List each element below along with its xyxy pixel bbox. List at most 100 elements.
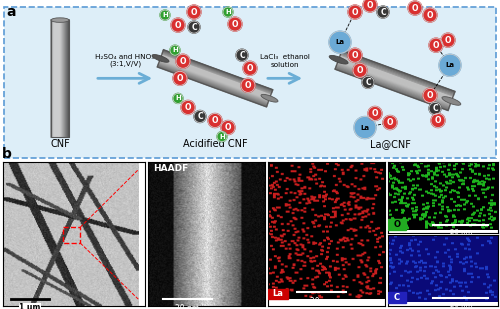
Text: 20 nm: 20 nm bbox=[175, 304, 200, 309]
Circle shape bbox=[217, 132, 227, 142]
Circle shape bbox=[194, 110, 206, 122]
Text: La: La bbox=[336, 39, 344, 45]
Ellipse shape bbox=[152, 54, 169, 62]
Circle shape bbox=[241, 78, 255, 92]
Text: O: O bbox=[180, 57, 186, 66]
Circle shape bbox=[188, 21, 200, 33]
Text: C: C bbox=[197, 112, 203, 121]
Circle shape bbox=[423, 8, 437, 22]
Text: O: O bbox=[177, 74, 183, 83]
Text: O: O bbox=[225, 123, 231, 132]
Circle shape bbox=[383, 116, 397, 129]
Text: C: C bbox=[394, 293, 400, 302]
Text: O: O bbox=[433, 41, 440, 50]
Ellipse shape bbox=[261, 94, 278, 102]
Text: LaCl₃  ethanol: LaCl₃ ethanol bbox=[260, 54, 310, 60]
Circle shape bbox=[221, 121, 235, 135]
Circle shape bbox=[354, 116, 376, 138]
Text: 20 nm: 20 nm bbox=[310, 297, 334, 306]
Text: La: La bbox=[360, 125, 370, 130]
Circle shape bbox=[223, 7, 233, 17]
Text: H: H bbox=[162, 12, 168, 18]
Text: (3:1,V/V): (3:1,V/V) bbox=[109, 61, 141, 67]
Circle shape bbox=[171, 18, 185, 32]
Circle shape bbox=[368, 106, 382, 121]
Text: O: O bbox=[352, 7, 358, 17]
Circle shape bbox=[408, 1, 422, 15]
Text: HAADF: HAADF bbox=[153, 164, 188, 173]
Text: C: C bbox=[191, 23, 197, 32]
Ellipse shape bbox=[329, 55, 348, 64]
Text: CNF: CNF bbox=[50, 139, 70, 149]
Circle shape bbox=[423, 88, 437, 103]
Text: La: La bbox=[446, 62, 454, 68]
Circle shape bbox=[181, 100, 195, 115]
Circle shape bbox=[329, 31, 351, 53]
Text: O: O bbox=[191, 7, 197, 17]
Circle shape bbox=[348, 48, 362, 62]
Circle shape bbox=[353, 63, 367, 77]
Text: b: b bbox=[2, 147, 12, 161]
Text: O: O bbox=[352, 51, 358, 60]
Text: O: O bbox=[357, 66, 363, 75]
Text: solution: solution bbox=[271, 62, 299, 68]
Text: O: O bbox=[212, 116, 218, 125]
Text: O: O bbox=[367, 1, 373, 10]
Bar bbox=[268, 289, 287, 299]
Circle shape bbox=[431, 113, 445, 128]
Text: O: O bbox=[247, 64, 254, 73]
Text: 1 μm: 1 μm bbox=[20, 303, 40, 309]
Circle shape bbox=[429, 38, 443, 52]
Circle shape bbox=[439, 54, 461, 76]
Ellipse shape bbox=[51, 18, 69, 22]
Text: H₂SO₄ and HNO₃: H₂SO₄ and HNO₃ bbox=[96, 54, 154, 60]
Circle shape bbox=[228, 17, 242, 31]
Circle shape bbox=[348, 5, 362, 19]
Circle shape bbox=[187, 5, 201, 19]
Bar bbox=[388, 219, 406, 230]
Text: La@CNF: La@CNF bbox=[370, 139, 410, 149]
Text: O: O bbox=[232, 19, 238, 29]
Circle shape bbox=[441, 33, 455, 47]
Text: O: O bbox=[245, 81, 252, 90]
Circle shape bbox=[176, 54, 190, 68]
Text: O: O bbox=[175, 21, 181, 30]
Circle shape bbox=[170, 45, 180, 55]
Circle shape bbox=[429, 102, 441, 114]
FancyBboxPatch shape bbox=[4, 7, 496, 158]
Text: H: H bbox=[172, 47, 178, 53]
Circle shape bbox=[173, 71, 187, 85]
Text: O: O bbox=[427, 91, 433, 100]
Circle shape bbox=[160, 10, 170, 20]
Bar bbox=[388, 292, 406, 303]
Text: H: H bbox=[175, 95, 181, 101]
Text: La: La bbox=[272, 289, 283, 298]
Text: O: O bbox=[185, 103, 191, 112]
Bar bbox=[63, 227, 80, 243]
Text: H: H bbox=[219, 133, 225, 140]
Text: O: O bbox=[387, 118, 393, 127]
Text: Acidified CNF: Acidified CNF bbox=[182, 139, 248, 149]
Ellipse shape bbox=[442, 97, 461, 105]
Text: H: H bbox=[225, 9, 231, 15]
Text: 20 nm: 20 nm bbox=[450, 229, 472, 235]
Text: O: O bbox=[372, 109, 378, 118]
Text: O: O bbox=[445, 36, 451, 45]
Circle shape bbox=[243, 61, 257, 75]
Circle shape bbox=[362, 76, 374, 88]
Circle shape bbox=[363, 0, 377, 12]
Text: O: O bbox=[412, 3, 418, 13]
Text: C: C bbox=[380, 7, 386, 17]
Circle shape bbox=[236, 49, 248, 61]
Text: a: a bbox=[6, 5, 16, 19]
Text: O: O bbox=[427, 11, 433, 19]
Text: C: C bbox=[239, 51, 245, 60]
Circle shape bbox=[173, 93, 183, 104]
Text: O: O bbox=[435, 116, 442, 125]
Text: C: C bbox=[365, 78, 371, 87]
Text: O: O bbox=[394, 220, 400, 229]
Circle shape bbox=[208, 113, 222, 128]
Text: 20 nm: 20 nm bbox=[450, 302, 472, 308]
Circle shape bbox=[377, 6, 389, 18]
Text: C: C bbox=[432, 104, 438, 113]
